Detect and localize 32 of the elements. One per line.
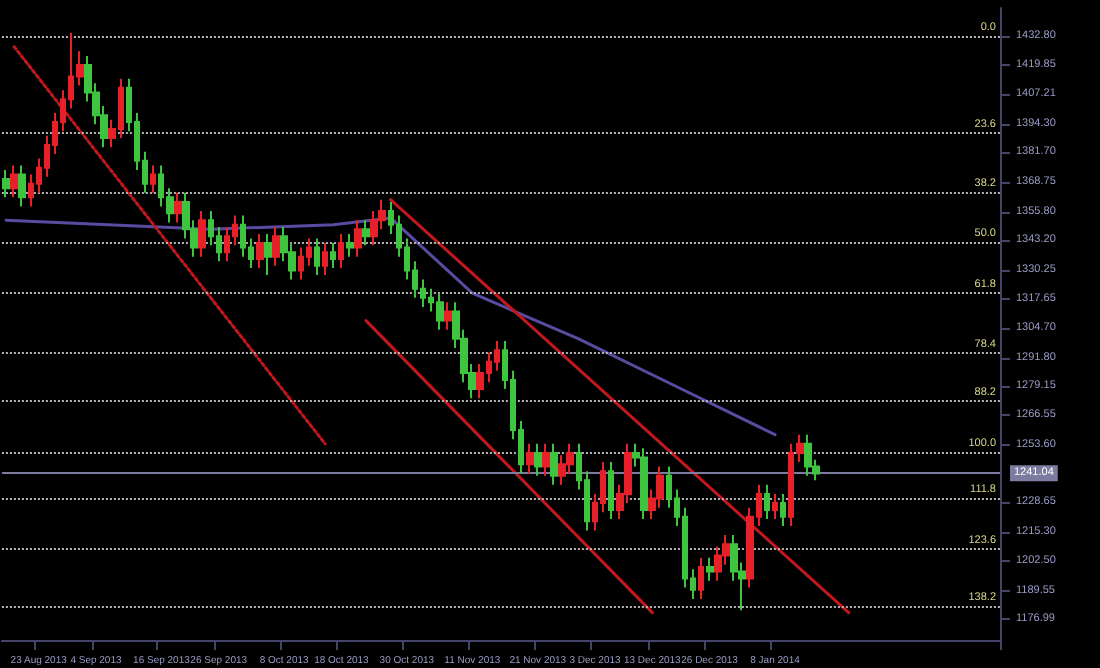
candlestick bbox=[338, 232, 344, 270]
candlestick bbox=[346, 232, 354, 258]
candlestick bbox=[198, 210, 206, 258]
candlestick bbox=[526, 442, 534, 475]
candlestick bbox=[2, 168, 10, 199]
candlestick bbox=[256, 232, 264, 270]
candlestick bbox=[444, 301, 452, 331]
candlestick bbox=[698, 556, 704, 600]
candlestick bbox=[436, 292, 444, 331]
candlestick bbox=[608, 461, 614, 521]
candlestick bbox=[314, 237, 320, 276]
candlestick bbox=[640, 447, 648, 521]
candlestick bbox=[706, 556, 714, 582]
candlestick bbox=[330, 242, 336, 270]
candlestick bbox=[298, 246, 304, 281]
candlestick bbox=[10, 164, 18, 199]
candlestick bbox=[780, 492, 786, 527]
candlestick bbox=[174, 191, 182, 224]
candlestick bbox=[550, 442, 558, 486]
candlestick bbox=[18, 164, 26, 208]
candlestick bbox=[534, 442, 542, 477]
candlestick bbox=[804, 433, 812, 477]
candlestick bbox=[764, 483, 770, 521]
candlestick bbox=[264, 232, 272, 276]
candlestick bbox=[322, 242, 328, 276]
candlestick bbox=[150, 164, 156, 194]
candlestick bbox=[272, 226, 280, 267]
candlestick bbox=[542, 442, 550, 477]
line-series bbox=[4, 216, 777, 437]
candlestick bbox=[772, 492, 778, 521]
candlestick bbox=[362, 219, 370, 247]
candlestick bbox=[354, 219, 362, 258]
